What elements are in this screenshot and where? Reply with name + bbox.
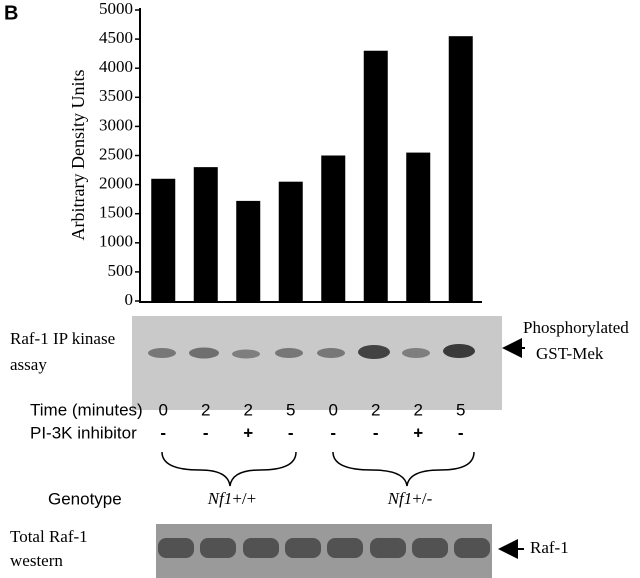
gene: Nf1 [207,489,233,508]
gel-label: assay [10,355,47,374]
time-label: 5 [286,400,295,419]
time-label: 2 [414,400,423,419]
row-label: Time (minutes) [30,400,143,419]
arrow-label: GST-Mek [536,344,604,363]
inhibitor-label: - [288,423,294,442]
inhibitor-label: - [373,423,379,442]
bar [448,36,473,301]
bar [236,200,261,301]
y-tick-label: 3500 [99,86,133,105]
genotype-label: Genotype [48,489,122,508]
row-label: PI-3K inhibitor [30,423,137,442]
arrow-label: Raf-1 [530,538,569,557]
y-tick-label: 4000 [99,57,133,76]
y-tick-label: 5000 [99,0,133,18]
bar [363,50,388,301]
allele: +/+ [232,489,256,508]
panel-label: B [4,2,18,24]
time-label: 2 [371,400,380,419]
western-bands [158,538,490,558]
genotype: Nf1+/+ [207,489,256,508]
allele: +/- [412,489,432,508]
y-axis-label: Arbitrary Density Units [68,70,88,241]
inhibitor-label: + [243,423,253,442]
gel-label: Total Raf-1 [10,527,88,546]
gel-label: western [10,551,63,570]
y-tick-label: 500 [108,261,134,280]
gel-label: Raf-1 IP kinase [10,329,115,348]
time-label: 2 [201,400,210,419]
bar [193,167,218,301]
inhibitor-label: - [330,423,336,442]
bar [278,181,303,301]
bar [321,155,346,301]
bar [406,152,431,301]
time-label: 2 [244,400,253,419]
time-label: 5 [456,400,465,419]
y-tick-label: 0 [125,290,134,309]
y-tick-label: 2000 [99,174,133,193]
kinase-gel [132,316,502,410]
y-tick-label: 1500 [99,203,133,222]
genotype: Nf1+/- [387,489,433,508]
bar [151,178,176,301]
y-tick-label: 2500 [99,144,133,163]
y-tick-label: 4500 [99,28,133,47]
arrow-label: Phosphorylated [523,318,629,337]
inhibitor-label: + [413,423,423,442]
gene: Nf1 [387,489,413,508]
y-tick-label: 3000 [99,115,133,134]
inhibitor-label: - [203,423,209,442]
gel-bands [148,344,475,359]
brace [161,451,297,487]
y-tick-label: 1000 [99,232,133,251]
inhibitor-label: - [160,423,166,442]
brace [332,451,475,487]
time-label: 0 [329,400,338,419]
inhibitor-label: - [458,423,464,442]
time-label: 0 [159,400,168,419]
